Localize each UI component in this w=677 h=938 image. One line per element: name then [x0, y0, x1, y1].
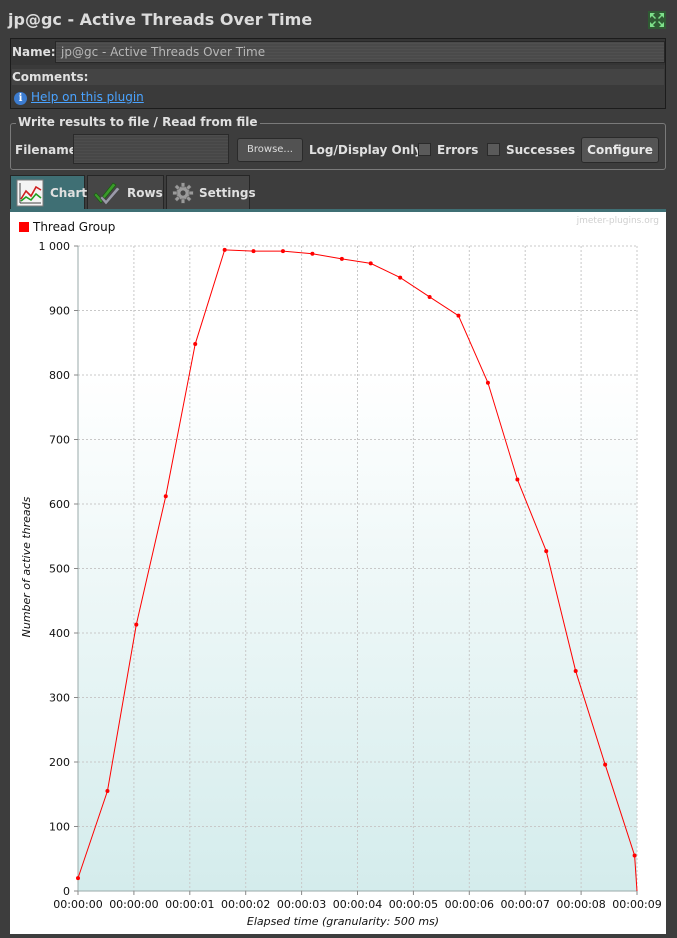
- x-tick-label: 00:00:06: [445, 898, 494, 911]
- successes-label: Successes: [506, 143, 576, 157]
- browse-button[interactable]: Browse...: [237, 138, 303, 162]
- name-input[interactable]: jp@gc - Active Threads Over Time: [55, 41, 665, 63]
- data-point: [603, 762, 608, 767]
- data-point: [515, 477, 520, 482]
- data-point: [427, 294, 432, 299]
- x-tick-label: 00:00:00: [109, 898, 158, 911]
- y-axis-label: Number of active threads: [20, 496, 33, 637]
- data-point: [222, 247, 227, 252]
- errors-label: Errors: [437, 143, 479, 157]
- info-panel: Name: jp@gc - Active Threads Over Time C…: [10, 38, 666, 109]
- data-point: [368, 261, 373, 266]
- y-tick-label: 100: [49, 821, 70, 834]
- data-point: [280, 249, 285, 254]
- tab-settings[interactable]: Settings: [166, 175, 256, 209]
- y-tick-label: 200: [49, 756, 70, 769]
- data-point: [544, 549, 549, 554]
- filename-label: Filename: [15, 143, 77, 157]
- x-tick-label: 00:00:02: [221, 898, 270, 911]
- window-title: jp@gc - Active Threads Over Time: [8, 10, 313, 29]
- y-tick-label: 700: [49, 434, 70, 447]
- chart-icon: [16, 179, 44, 207]
- x-axis-label: Elapsed time (granularity: 500 ms): [247, 915, 439, 928]
- y-tick-label: 500: [49, 563, 70, 576]
- x-tick-label: 00:00:03: [277, 898, 326, 911]
- gear-icon: [172, 182, 194, 204]
- errors-checkbox[interactable]: [418, 143, 431, 156]
- y-tick-label: 900: [49, 305, 70, 318]
- y-tick-label: 0: [63, 885, 70, 898]
- x-tick-label: 00:00:04: [333, 898, 382, 911]
- data-point: [485, 380, 490, 385]
- watermark: jmeter-plugins.org: [576, 216, 659, 226]
- info-icon: i: [14, 92, 27, 105]
- x-tick-label: 00:00:08: [556, 898, 605, 911]
- data-point: [573, 669, 578, 674]
- configure-button[interactable]: Configure: [581, 137, 659, 163]
- successes-checkbox[interactable]: [487, 143, 500, 156]
- filename-input[interactable]: [73, 134, 229, 164]
- active-threads-chart: 0 100 200 300 400 500 600 700 800 900 1 000 00:00:0…: [19, 216, 662, 928]
- data-point: [76, 876, 80, 881]
- data-point: [251, 249, 256, 254]
- name-row: Name: jp@gc - Active Threads Over Time: [11, 39, 665, 65]
- x-tick-label: 00:00:00: [53, 898, 102, 911]
- tab-settings-label: Settings: [199, 186, 256, 200]
- data-point: [134, 622, 139, 627]
- y-tick-label: 600: [49, 498, 70, 511]
- comments-label: Comments:: [12, 70, 89, 84]
- log-display-label: Log/Display Only:: [309, 143, 427, 157]
- file-panel-legend: Write results to file / Read from file: [16, 115, 260, 129]
- x-tick-label: 00:00:09: [612, 898, 661, 911]
- data-point: [398, 275, 403, 280]
- tab-chart[interactable]: Chart: [10, 175, 88, 209]
- tab-chart-label: Chart: [50, 186, 88, 200]
- y-tick-label: 300: [49, 692, 70, 705]
- y-tick-label: 400: [49, 627, 70, 640]
- title-bar: jp@gc - Active Threads Over Time: [0, 0, 677, 38]
- data-point: [193, 342, 198, 347]
- data-point: [163, 494, 168, 499]
- comments-field[interactable]: [12, 69, 664, 85]
- help-link[interactable]: Help on this plugin: [31, 90, 144, 104]
- checkmarks-icon: [93, 182, 121, 206]
- file-panel: Write results to file / Read from file F…: [10, 115, 666, 170]
- x-tick-label: 00:00:05: [389, 898, 438, 911]
- legend-label: Thread Group: [32, 220, 115, 234]
- data-point: [105, 789, 110, 794]
- data-point: [456, 313, 461, 318]
- data-point: [339, 256, 344, 261]
- data-point: [310, 251, 315, 256]
- tab-rows-label: Rows: [127, 186, 163, 200]
- name-label: Name:: [12, 45, 56, 59]
- x-tick-label: 00:00:01: [165, 898, 214, 911]
- chart-panel: 0 100 200 300 400 500 600 700 800 900 1 000 00:00:0…: [10, 209, 666, 934]
- y-tick-label: 1 000: [39, 240, 71, 253]
- tab-rows[interactable]: Rows: [87, 175, 164, 209]
- x-tick-label: 00:00:07: [500, 898, 549, 911]
- legend-swatch: [19, 222, 29, 232]
- data-point: [632, 853, 637, 858]
- y-tick-label: 800: [49, 369, 70, 382]
- expand-icon[interactable]: [648, 11, 666, 29]
